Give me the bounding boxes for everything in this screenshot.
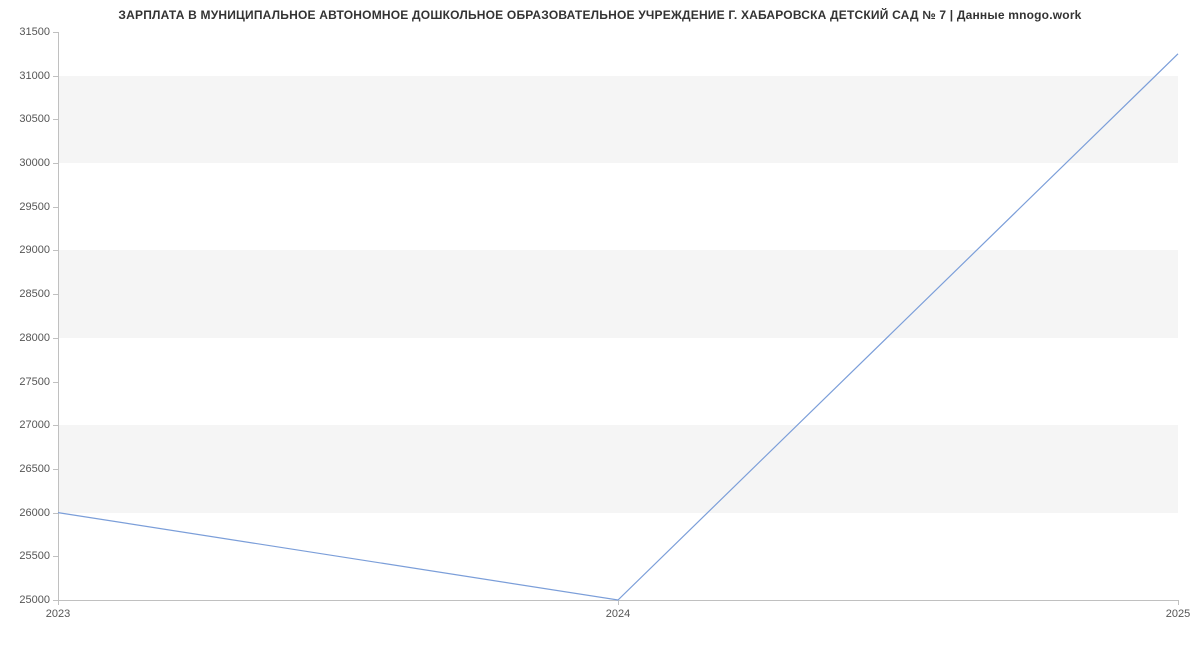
x-tick-mark xyxy=(1178,600,1179,605)
y-tick-label: 29000 xyxy=(19,244,50,256)
y-tick-label: 30000 xyxy=(19,157,50,169)
series-line-salary xyxy=(58,54,1178,600)
x-tick-label: 2024 xyxy=(606,608,630,620)
y-tick-label: 28000 xyxy=(19,332,50,344)
y-tick-label: 31000 xyxy=(19,70,50,82)
y-tick-label: 30500 xyxy=(19,113,50,125)
x-tick-label: 2025 xyxy=(1166,608,1190,620)
y-tick-label: 25000 xyxy=(19,594,50,606)
x-tick-label: 2023 xyxy=(46,608,70,620)
y-tick-label: 25500 xyxy=(19,550,50,562)
chart-title: ЗАРПЛАТА В МУНИЦИПАЛЬНОЕ АВТОНОМНОЕ ДОШК… xyxy=(0,8,1200,22)
y-tick-label: 31500 xyxy=(19,26,50,38)
y-tick-label: 28500 xyxy=(19,288,50,300)
series-layer xyxy=(58,32,1178,600)
plot-area: 2500025500260002650027000275002800028500… xyxy=(58,32,1178,600)
y-tick-label: 27500 xyxy=(19,376,50,388)
y-tick-label: 26000 xyxy=(19,507,50,519)
y-tick-label: 26500 xyxy=(19,463,50,475)
y-tick-label: 29500 xyxy=(19,201,50,213)
y-tick-label: 27000 xyxy=(19,419,50,431)
